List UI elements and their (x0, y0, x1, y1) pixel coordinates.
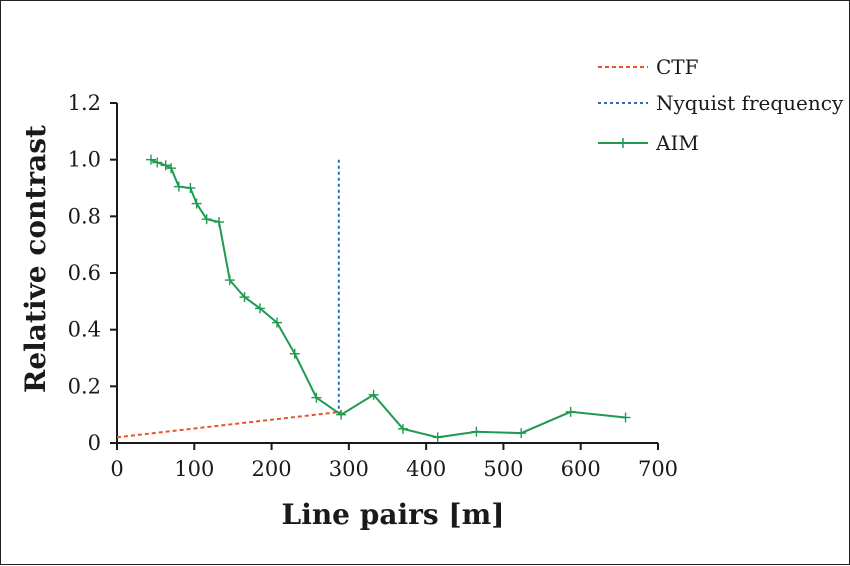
y-tick-label: 0 (88, 431, 101, 455)
data-point (191, 198, 202, 209)
x-tick-label: 300 (329, 457, 369, 481)
y-tick-label: 1.2 (68, 91, 101, 115)
data-point (471, 426, 482, 437)
data-point (271, 317, 282, 328)
legend-ctf-label: CTF (656, 55, 699, 79)
y-tick-labels: 0 0.2 0.4 0.6 0.8 1.0 1.2 (68, 91, 101, 455)
data-point (620, 412, 631, 423)
data-point (289, 348, 300, 359)
y-tick-label: 0.8 (68, 204, 101, 228)
data-point (166, 163, 177, 174)
data-point (565, 406, 576, 417)
series-ctf (116, 410, 342, 439)
data-point (224, 275, 235, 286)
data-point (311, 392, 322, 403)
data-point (254, 303, 265, 314)
y-tick-label: 1.0 (68, 148, 101, 172)
x-tick-label: 700 (638, 457, 678, 481)
data-point (152, 157, 163, 168)
data-point (173, 181, 184, 192)
x-tick-label: 600 (561, 457, 601, 481)
data-point (185, 183, 196, 193)
legend-aim-label: AIM (655, 131, 699, 155)
legend: CTF Nyquist frequency AIM (598, 55, 844, 155)
data-point (368, 389, 379, 400)
series-line (116, 410, 342, 439)
data-point (214, 217, 225, 227)
data-point (397, 423, 408, 434)
x-tick-label: 100 (174, 457, 214, 481)
x-tick-labels: 0 100 200 300 400 500 600 700 (110, 457, 678, 481)
data-point (201, 214, 212, 225)
y-tick-label: 0.2 (68, 374, 101, 398)
data-point (432, 432, 443, 443)
series-aim (146, 154, 631, 443)
y-tick-label: 0.6 (68, 261, 101, 285)
data-point (336, 409, 347, 420)
data-point (160, 160, 171, 171)
x-axis-title: Line pairs [m] (282, 498, 505, 531)
data-point (516, 428, 527, 439)
data-point (146, 154, 157, 165)
series-layer (116, 154, 631, 443)
x-tick-label: 500 (483, 457, 523, 481)
legend-nyquist-label: Nyquist frequency (656, 91, 844, 115)
axes (110, 102, 659, 450)
y-tick-label: 0.4 (68, 318, 101, 342)
x-tick-label: 0 (110, 457, 123, 481)
x-tick-label: 400 (406, 457, 446, 481)
x-tick-label: 200 (252, 457, 292, 481)
series-line (150, 158, 626, 439)
data-point (239, 292, 250, 303)
y-axis-title: Relative contrast (19, 125, 52, 393)
